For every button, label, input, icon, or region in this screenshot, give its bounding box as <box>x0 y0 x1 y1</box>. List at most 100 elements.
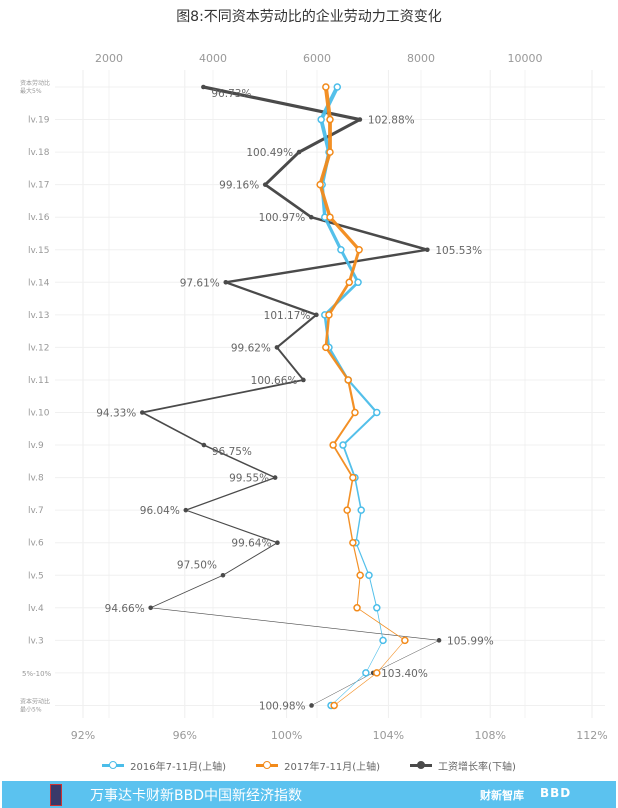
data-point <box>183 507 189 513</box>
series-segment <box>275 313 318 349</box>
series-segment <box>327 280 351 317</box>
y-tick-label: lv.7 <box>28 506 44 516</box>
series-segment <box>342 411 378 447</box>
legend-marker-icon <box>102 761 125 769</box>
series-segment <box>342 444 356 479</box>
series-segment <box>150 607 440 641</box>
data-point <box>365 571 373 579</box>
series-segment <box>365 640 384 674</box>
y-tick-label: lv.15 <box>28 246 49 256</box>
data-label: 99.64% <box>231 538 271 550</box>
data-point <box>337 246 345 254</box>
data-point <box>345 278 353 287</box>
data-point <box>373 408 381 417</box>
series-segment <box>318 150 332 187</box>
data-point <box>223 280 229 285</box>
bottom-axis-tick-label: 100% <box>271 729 302 742</box>
data-label: 99.16% <box>219 180 259 192</box>
series-segment <box>346 509 354 544</box>
series-segment <box>324 313 331 349</box>
y-tick-label: 最大5% <box>20 87 42 95</box>
data-point <box>354 278 362 287</box>
series-segment <box>222 542 278 576</box>
series-segment <box>354 476 363 511</box>
y-tick-label: lv.11 <box>28 376 49 386</box>
series-segment <box>346 476 354 511</box>
legend-item-wage-growth[interactable]: 工资增长率(下轴) <box>410 758 516 773</box>
data-point <box>326 213 334 221</box>
data-point <box>139 410 145 415</box>
legend-label: 2016年7-11月(上轴) <box>130 762 227 773</box>
data-label: 96.75% <box>212 446 252 458</box>
series-segment <box>323 85 332 122</box>
data-point <box>326 148 334 156</box>
data-point <box>349 538 357 547</box>
series-segment <box>310 215 429 252</box>
series-segment <box>339 248 360 284</box>
series-segment <box>356 607 406 641</box>
series-segment <box>150 574 224 609</box>
data-point <box>343 506 351 514</box>
footer-title: 万事达卡财新BBD中国新经济指数 <box>90 788 302 804</box>
series-segment <box>332 444 354 479</box>
data-label: 99.62% <box>231 342 271 354</box>
top-axis-tick-label: 6000 <box>303 52 331 65</box>
series-segment <box>376 640 406 674</box>
y-tick-label: lv.12 <box>28 343 49 353</box>
footer-banner: 万事达卡财新BBD中国新经济指数 财新智库 BBD <box>2 781 616 808</box>
y-tick-label: lv.10 <box>28 409 50 419</box>
data-point <box>201 84 206 90</box>
y-tick-label: lv.19 <box>28 116 50 126</box>
series-segment <box>323 215 343 252</box>
data-point <box>220 572 226 578</box>
bottom-axis-tick-label: 92% <box>71 729 95 742</box>
legend-label: 工资增长率(下轴) <box>438 762 516 773</box>
data-label: 94.33% <box>96 408 136 420</box>
series-segment <box>185 509 278 544</box>
data-point <box>339 441 347 449</box>
series-segment <box>328 215 361 252</box>
series-segment <box>333 672 378 706</box>
y-tick-label: 资本劳动比 <box>20 79 50 87</box>
series-segment <box>311 672 374 706</box>
legend: 2016年7-11月(上轴) 2017年7-11月(上轴) 工资增长率(下轴) <box>0 758 618 773</box>
data-point <box>357 117 363 122</box>
bottom-axis-tick-label: 96% <box>173 729 197 742</box>
series-segment <box>201 85 362 122</box>
series-segment <box>368 574 378 609</box>
series-segment <box>330 672 367 706</box>
series-segment <box>323 280 360 317</box>
series-segment <box>356 574 361 609</box>
data-label: 105.99% <box>447 635 494 647</box>
data-point <box>355 246 363 254</box>
caixin-think-tank-logo: 财新智库 <box>480 789 524 802</box>
data-label: 100.66% <box>251 375 298 387</box>
series-segment <box>263 150 301 187</box>
data-point <box>329 441 337 449</box>
series-segment <box>203 444 276 479</box>
y-tick-label: 资本劳动比 <box>20 697 50 705</box>
series-segment <box>185 476 276 511</box>
series-segment <box>224 248 429 284</box>
bottom-axis-tick-label: 104% <box>373 729 404 742</box>
legend-marker-icon <box>256 761 279 769</box>
chart-title: 图8:不同资本劳动比的企业劳动力工资变化 <box>176 9 442 25</box>
top-axis-tick-label: 2000 <box>95 52 123 65</box>
data-point <box>148 605 153 611</box>
data-point <box>344 376 352 384</box>
data-point <box>325 311 333 319</box>
series-segment <box>318 182 332 219</box>
data-point <box>353 604 361 612</box>
data-point <box>356 571 364 579</box>
series-segment <box>347 248 361 284</box>
data-label: 97.61% <box>180 277 220 289</box>
legend-item-2017[interactable]: 2017年7-11月(上轴) <box>256 758 380 773</box>
y-tick-label: lv.9 <box>28 441 44 451</box>
series-segment <box>332 411 356 447</box>
data-point <box>373 669 381 677</box>
data-label: 102.88% <box>368 115 415 127</box>
data-point <box>330 701 338 710</box>
series-segment <box>324 346 350 382</box>
legend-item-2016[interactable]: 2016年7-11月(上轴) <box>102 758 226 773</box>
series-segment <box>141 411 205 446</box>
